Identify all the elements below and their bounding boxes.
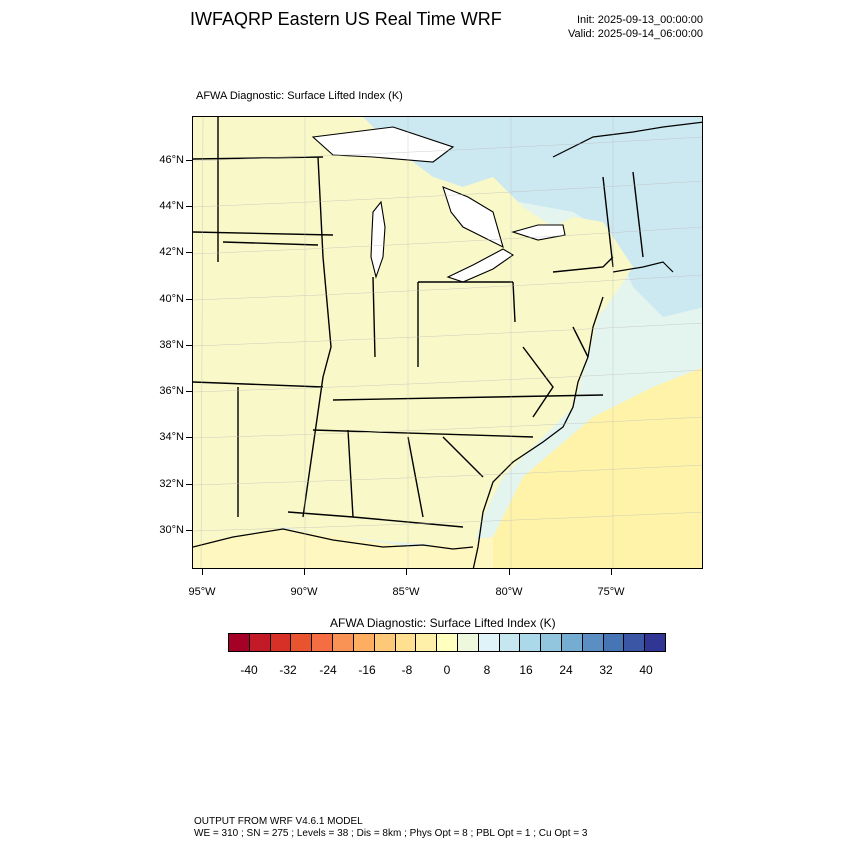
axis-tick <box>186 252 192 253</box>
lon-label: 85°W <box>392 586 420 598</box>
colorbar-swatch <box>541 634 562 651</box>
lat-label: 42°N <box>159 246 184 258</box>
axis-tick <box>406 569 407 575</box>
colorbar-swatch <box>291 634 313 651</box>
colorbar <box>228 633 666 652</box>
model-info: OUTPUT FROM WRF V4.6.1 MODEL <box>194 816 363 827</box>
colorbar-swatch <box>229 634 250 651</box>
axis-tick <box>202 569 203 575</box>
colorbar-swatch <box>374 634 396 651</box>
lake-superior <box>311 126 455 163</box>
atlantic-coastline <box>472 296 604 568</box>
page-title: IWFAQRP Eastern US Real Time WRF <box>190 9 502 29</box>
axis-tick <box>186 484 192 485</box>
map-panel <box>192 116 703 569</box>
colorbar-swatch <box>416 634 438 651</box>
lat-label: 30°N <box>159 524 184 536</box>
valid-time: Valid: 2025-09-14_06:00:00 <box>568 28 703 40</box>
atlantic-yellow-region <box>493 367 702 568</box>
colorbar-label: -32 <box>279 663 297 677</box>
colorbar-swatch <box>395 634 417 651</box>
colorbar-swatch <box>249 634 271 651</box>
lat-label: 44°N <box>159 200 184 212</box>
colorbar-title: AFWA Diagnostic: Surface Lifted Index (K… <box>330 616 556 630</box>
lon-label: 75°W <box>597 586 625 598</box>
lon-label: 80°W <box>495 586 523 598</box>
colorbar-label: 0 <box>443 663 451 677</box>
long-island <box>612 261 674 273</box>
colorbar-swatch <box>457 634 479 651</box>
colorbar-label: 8 <box>483 663 491 677</box>
lat-label: 34°N <box>159 431 184 443</box>
lat-label: 32°N <box>159 478 184 490</box>
northern-blue-region <box>333 117 702 317</box>
colorbar-label: 24 <box>559 663 573 677</box>
colorbar-swatch <box>333 634 354 651</box>
colorbar-swatch <box>353 634 375 651</box>
lat-label: 38°N <box>159 339 184 351</box>
colorbar-label: 40 <box>639 663 653 677</box>
colorbar-label: 16 <box>519 663 533 677</box>
lon-label: 90°W <box>290 586 318 598</box>
colorbar-swatch <box>520 634 542 651</box>
gulf-yellow-region <box>193 527 493 568</box>
field-title: AFWA Diagnostic: Surface Lifted Index (K… <box>196 90 403 102</box>
lat-label: 40°N <box>159 293 184 305</box>
colorbar-swatch <box>645 634 666 651</box>
colorbar-label: 32 <box>599 663 613 677</box>
colorbar-swatch <box>624 634 646 651</box>
colorbar-label: -24 <box>319 663 337 677</box>
lake-huron <box>442 186 504 249</box>
axis-tick <box>186 160 192 161</box>
colorbar-swatch <box>437 634 458 651</box>
lake-michigan <box>370 200 386 279</box>
graticule <box>193 117 702 568</box>
lon-label: 95°W <box>188 586 216 598</box>
axis-tick <box>186 530 192 531</box>
colorbar-label: -16 <box>358 663 376 677</box>
model-config: WE = 310 ; SN = 275 ; Levels = 38 ; Dis … <box>194 828 588 839</box>
colorbar-swatch <box>562 634 583 651</box>
axis-tick <box>186 206 192 207</box>
axis-tick <box>611 569 612 575</box>
map-canvas <box>193 117 702 568</box>
colorbar-swatch <box>582 634 604 651</box>
axis-tick <box>304 569 305 575</box>
axis-tick <box>186 437 192 438</box>
gulf-coastline <box>193 528 474 550</box>
colorbar-swatch <box>499 634 521 651</box>
colorbar-swatch <box>270 634 292 651</box>
lat-label: 36°N <box>159 385 184 397</box>
colorbar-label: -40 <box>240 663 258 677</box>
colorbar-swatch <box>478 634 500 651</box>
axis-tick <box>509 569 510 575</box>
axis-tick <box>186 299 192 300</box>
colorbar-label: -8 <box>401 663 413 677</box>
lat-label: 46°N <box>159 154 184 166</box>
axis-tick <box>186 345 192 346</box>
axis-tick <box>186 391 192 392</box>
colorbar-swatch <box>603 634 625 651</box>
init-time: Init: 2025-09-13_00:00:00 <box>577 14 703 26</box>
colorbar-swatch <box>312 634 334 651</box>
